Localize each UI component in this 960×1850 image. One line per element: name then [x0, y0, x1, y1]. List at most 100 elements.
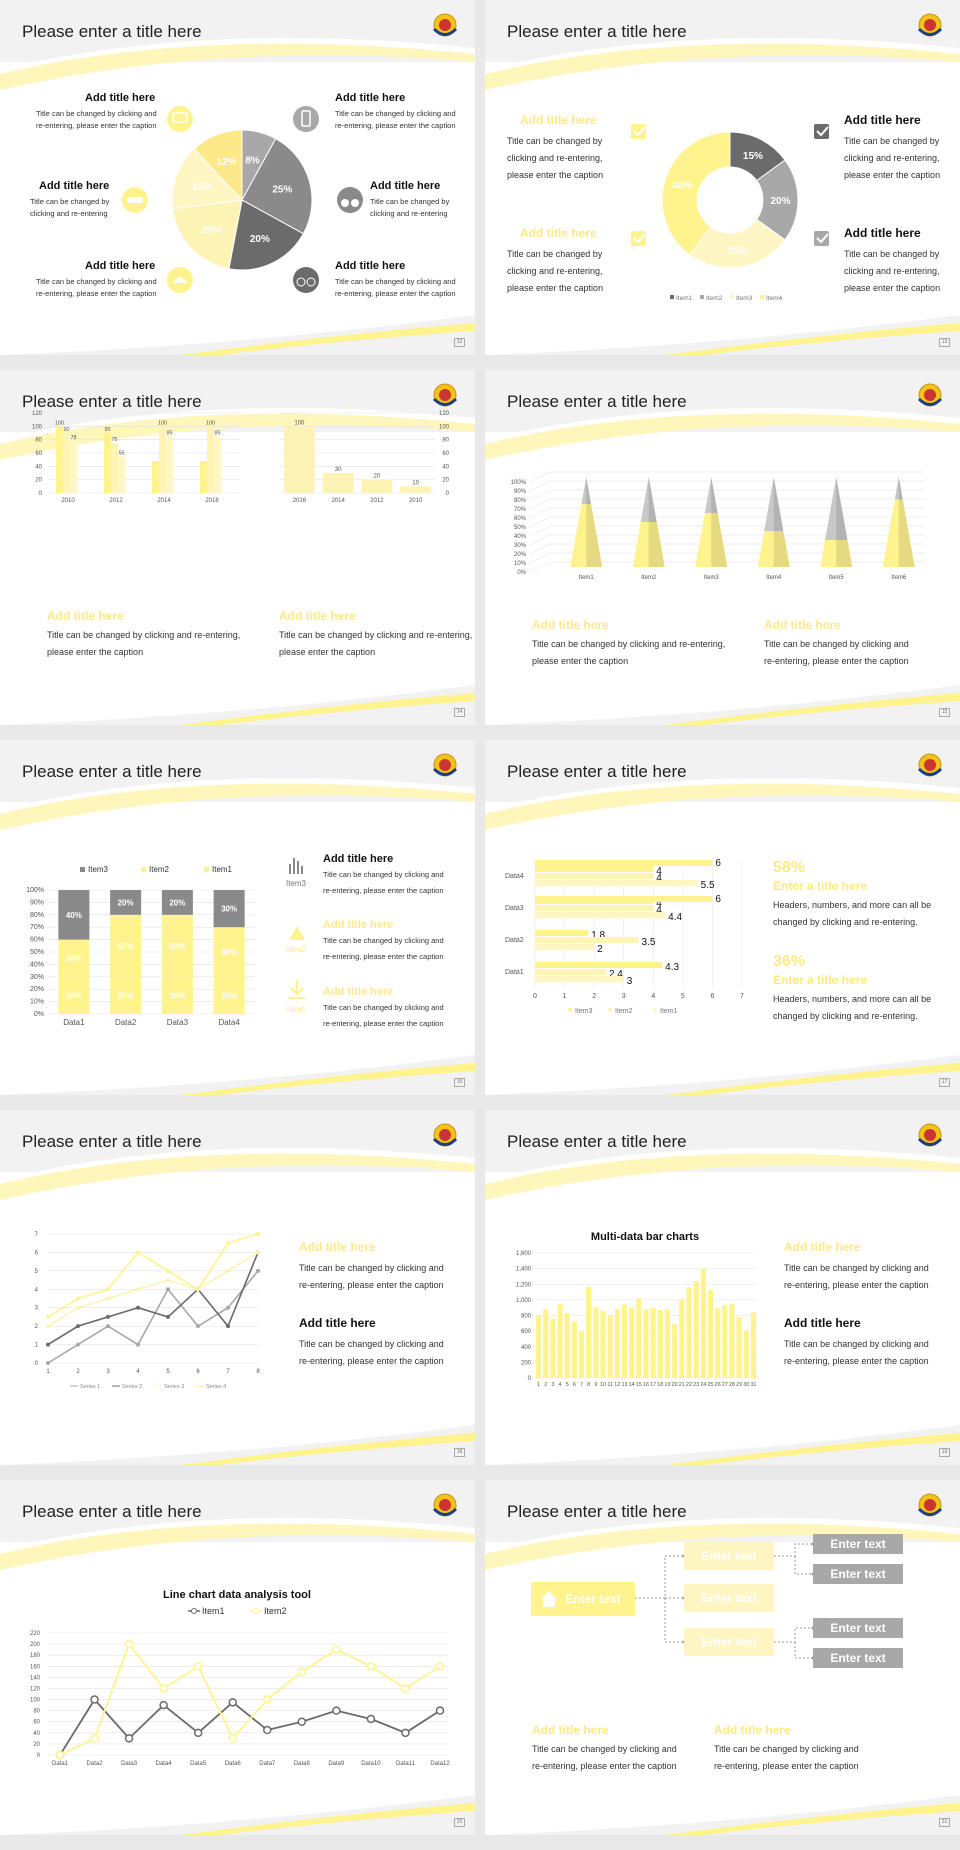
bar	[707, 1289, 714, 1378]
item-title: Add title here	[85, 260, 156, 272]
data-label: 30	[335, 467, 342, 473]
item-caption: Title can be changed by clicking and	[714, 1744, 859, 1754]
bar	[750, 1312, 756, 1378]
bar	[322, 473, 354, 493]
y-tick: 0%	[517, 570, 526, 576]
slide-14[interactable]: Please enter a title here 0 20 40 60 80 100 12…	[0, 370, 475, 725]
pie-label: 12%	[217, 157, 237, 168]
data-point	[106, 1287, 110, 1292]
x-tick: 15	[636, 1382, 642, 1388]
cone-upper	[894, 477, 903, 500]
bar	[543, 1309, 549, 1378]
item-caption: Title can be changed by clicking and	[299, 1263, 444, 1273]
cone-lower	[632, 522, 665, 567]
data-point	[193, 1728, 203, 1738]
x-tick: 3	[106, 1369, 110, 1375]
tree-leaf[interactable]: Enter text	[813, 1648, 903, 1668]
slide-18[interactable]: Please enter a title here 0 1 2 3 4 5 6 7 1 2 3 4 5 6…	[0, 1110, 475, 1465]
bar	[657, 1310, 663, 1378]
legend-label: Item3	[575, 1008, 593, 1015]
x-tick: Data11	[396, 1761, 416, 1767]
slide-title: Please enter a title here	[22, 22, 202, 41]
item-title: Enter a title here	[773, 973, 868, 987]
slide-21[interactable]: Please enter a title here Enter text Ent…	[485, 1480, 960, 1835]
checkbox-icon	[631, 124, 646, 139]
x-tick: 2014	[157, 498, 171, 504]
data-point	[106, 1324, 110, 1329]
tree-node[interactable]: Enter text	[684, 1584, 774, 1612]
data-label: 5.5	[701, 880, 715, 891]
data-point	[46, 1342, 50, 1347]
donut-label: 20%	[770, 196, 790, 207]
x-tick: 10	[600, 1382, 606, 1388]
y-tick: 0	[39, 491, 43, 497]
item-caption: re-entering, please enter the caption	[36, 289, 157, 298]
item-title: Add title here	[47, 609, 124, 623]
slide-title: Please enter a title here	[507, 762, 687, 781]
tree-leaf[interactable]: Enter text	[813, 1618, 903, 1638]
y-tick: Data2	[505, 937, 524, 944]
slide-19[interactable]: Please enter a title here Multi-data bar…	[485, 1110, 960, 1465]
data-point	[106, 1296, 110, 1301]
slide-20[interactable]: Please enter a title here Line chart dat…	[0, 1480, 475, 1835]
slide-15[interactable]: Please enter a title here 0% 10% 20% 30% 40%…	[485, 370, 960, 725]
item-caption: clicking and re-entering,	[844, 266, 940, 276]
item-caption: Title can be changed by clicking and	[323, 870, 444, 879]
y-tick: 80	[33, 1709, 40, 1715]
tree-node[interactable]: Enter text	[684, 1542, 774, 1570]
bar-chart-icon	[289, 858, 303, 874]
legend-swatch	[608, 1008, 612, 1012]
item-caption: Title can be changed by clicking and	[784, 1339, 929, 1349]
item-caption: clicking and re-entering	[370, 209, 448, 218]
data-label: 85	[214, 430, 220, 436]
x-tick: 2012	[109, 498, 123, 504]
slide-17[interactable]: Please enter a title here 0 1 2 3 4 5 6 7 4.3 2.4…	[485, 740, 960, 1095]
data-point	[124, 1639, 134, 1649]
bar	[200, 461, 207, 493]
leaf-label: Enter text	[830, 1621, 886, 1635]
data-label: 4	[656, 905, 662, 916]
slide-13[interactable]: Please enter a title here 15% 20% 25% 40% It…	[485, 0, 960, 355]
data-point	[90, 1695, 99, 1704]
item-caption: re-entering, please enter the caption	[335, 289, 456, 298]
item-title: Add title here	[844, 113, 921, 127]
hbar	[535, 930, 589, 936]
y-tick: Data3	[505, 905, 524, 912]
data-point	[106, 1314, 110, 1319]
legend-swatch	[80, 867, 85, 872]
y-tick: 0	[35, 1361, 39, 1367]
item-caption: please enter the caption	[507, 170, 604, 180]
legend-label: Series 4	[206, 1384, 226, 1390]
grid-line	[529, 471, 551, 483]
x-tick: Data1	[63, 1018, 85, 1027]
item-title: Add title here	[323, 919, 394, 931]
legend-label: Item2	[149, 865, 170, 874]
data-label: 30%	[221, 991, 237, 1000]
y-tick: 80	[35, 438, 42, 444]
tree-leaf[interactable]: Enter text	[813, 1564, 903, 1584]
page-number: 14	[454, 708, 465, 717]
item-caption: please enter the caption	[507, 283, 604, 293]
page-number: 15	[939, 708, 950, 717]
cone-chart-15: 0% 10% 20% 30% 40% 50% 60% 70% 80% 90% 100% Item1 It…	[511, 471, 925, 581]
bar-chart-19: Multi-data bar charts 0 200 400 600 800 1,000 1…	[516, 1231, 757, 1388]
x-tick: 2	[76, 1369, 80, 1375]
cone-lower	[820, 540, 853, 567]
checkbox-icons	[631, 124, 829, 246]
item-title: Add title here	[299, 1240, 376, 1254]
item-caption: Title can be changed by clicking and	[335, 109, 456, 118]
stack-bar	[213, 927, 245, 977]
pyramid-icon	[289, 926, 305, 940]
tree-leaf[interactable]: Enter text	[813, 1534, 903, 1554]
tree-node[interactable]: Enter text	[684, 1628, 774, 1656]
data-label: 10	[412, 480, 419, 486]
item-title: Add title here	[784, 1240, 861, 1254]
logo-emblem-icon	[917, 13, 943, 37]
bar	[722, 1305, 728, 1378]
item-caption: changed by clicking and re-entering.	[773, 1011, 918, 1021]
item-caption: Title can be changed by clicking and	[36, 109, 157, 118]
legend-label: Item2	[615, 1008, 633, 1015]
x-tick: 31	[750, 1382, 756, 1388]
slide-16[interactable]: Please enter a title here 0% 10% 20% 30% 40%…	[0, 740, 475, 1095]
slide-12[interactable]: Please enter a title here 8% 25% 20% 20% 15%…	[0, 0, 475, 355]
